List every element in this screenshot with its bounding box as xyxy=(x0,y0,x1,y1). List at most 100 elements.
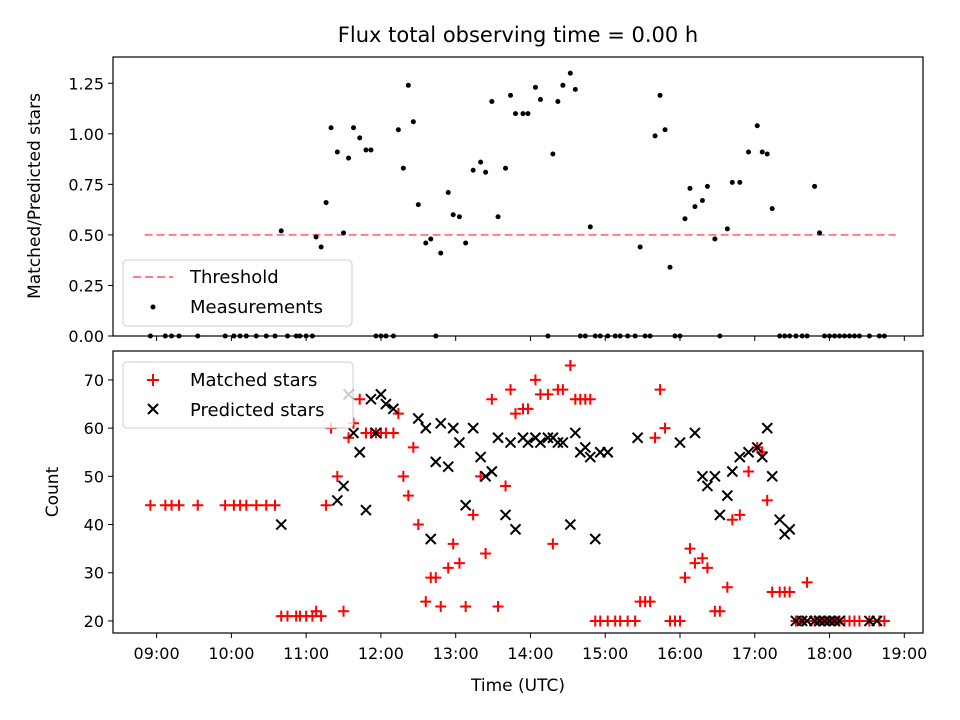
matched-stars-point xyxy=(331,470,343,482)
measurement-point xyxy=(812,183,818,189)
measurement-point xyxy=(764,151,770,157)
matched-stars-point xyxy=(689,557,701,569)
matched-stars-point xyxy=(557,384,569,396)
measurement-point xyxy=(513,111,519,117)
measurement-point xyxy=(729,179,735,185)
predicted-stars-point xyxy=(453,436,466,449)
predicted-stars-point xyxy=(756,451,768,463)
matched-stars-point xyxy=(467,509,479,521)
matched-stars-point xyxy=(480,547,492,559)
measurement-point xyxy=(318,244,324,250)
measurement-point xyxy=(438,250,444,256)
predicted-stars-point xyxy=(689,427,701,439)
predicted-stars-point xyxy=(331,494,344,507)
predicted-stars-point xyxy=(589,533,601,545)
matched-stars-point xyxy=(649,432,661,444)
top-chart-title: Flux total observing time = 0.00 h xyxy=(338,23,698,47)
measurement-point xyxy=(368,147,374,153)
bottom-x-tick-label: 18:00 xyxy=(806,644,852,663)
measurements-legend-label: Measurements xyxy=(190,297,323,318)
measurement-point xyxy=(567,70,573,76)
matched-stars-point xyxy=(430,572,442,584)
measurement-point xyxy=(704,183,710,189)
matched-stars-point xyxy=(714,605,726,617)
measurement-point xyxy=(495,214,501,220)
bottom-y-tick-label: 60 xyxy=(84,419,104,438)
measurement-point xyxy=(450,212,456,218)
measurement-point xyxy=(334,149,340,155)
predicted-stars-point xyxy=(370,427,382,439)
matched-stars-point xyxy=(726,514,738,526)
measurement-point xyxy=(445,189,451,195)
measurement-point xyxy=(537,96,543,102)
measurement-point xyxy=(712,236,718,242)
measurement-point xyxy=(662,127,668,133)
matched-stars-point xyxy=(402,490,414,502)
matched-stars-point xyxy=(801,576,813,588)
measurement-point xyxy=(470,167,476,173)
matched-stars-point xyxy=(564,359,576,371)
measurement-point xyxy=(754,123,760,129)
bottom-x-tick-label: 16:00 xyxy=(657,644,703,663)
matched-stars-point xyxy=(629,615,641,627)
top-y-tick-label: 1.00 xyxy=(68,125,104,144)
measurement-point xyxy=(699,198,705,204)
measurement-point xyxy=(423,240,429,246)
measurement-point xyxy=(323,200,329,206)
bottom-y-tick-label: 70 xyxy=(84,371,104,390)
predicted-stars-point xyxy=(430,456,442,468)
measurement-point xyxy=(746,149,752,155)
predicted-stars-point xyxy=(509,523,522,536)
matched-stars-point xyxy=(679,572,691,584)
top-plot-frame xyxy=(112,56,924,337)
top-y-tick-label: 0.00 xyxy=(68,327,104,346)
measurement-point xyxy=(637,244,643,250)
measurement-point xyxy=(550,151,556,157)
matched-stars-point xyxy=(492,600,504,612)
matched-stars-point xyxy=(173,499,185,511)
predicted-stars-point xyxy=(742,446,755,458)
measurement-point xyxy=(395,127,401,133)
predicted-stars-point xyxy=(584,451,596,463)
measurement-point xyxy=(478,159,484,165)
matched-stars-point xyxy=(315,610,327,622)
matched-stars-point xyxy=(338,605,350,617)
predicted-stars-point xyxy=(459,499,472,511)
predicted-stars-point xyxy=(564,518,577,531)
measurement-point xyxy=(503,165,509,171)
predicted-stars-point xyxy=(337,480,350,492)
matched-stars-point xyxy=(453,557,465,569)
top-y-axis-label: Matched/Predicted stars xyxy=(25,93,45,299)
top-y-tick-label: 0.50 xyxy=(68,226,104,245)
predicted-stars-point xyxy=(425,533,437,545)
measurement-point xyxy=(278,228,284,234)
matched-stars-point xyxy=(447,538,459,550)
measurement-point xyxy=(483,169,489,175)
predicted-stars-point xyxy=(714,509,726,521)
measurement-point xyxy=(667,264,673,270)
matched-stars-point xyxy=(659,422,671,434)
predicted-stars-point xyxy=(420,422,432,434)
predicted-stars-point xyxy=(761,422,773,434)
matched-stars-point xyxy=(674,615,686,627)
measurement-point xyxy=(737,179,743,185)
bottom-x-tick-label: 13:00 xyxy=(433,644,479,663)
predicted-stars-point xyxy=(467,422,479,434)
measurement-point xyxy=(351,125,357,131)
bottom-x-tick-label: 15:00 xyxy=(582,644,628,663)
measurement-point xyxy=(346,155,352,161)
predicted-stars-point xyxy=(721,489,734,502)
measurement-point xyxy=(759,149,765,155)
predicted-stars-point xyxy=(435,417,447,430)
predicted-stars-point xyxy=(504,436,517,449)
bottom-plot-marks xyxy=(144,359,890,627)
matched-stars-point xyxy=(701,562,713,574)
measurement-point xyxy=(313,234,319,240)
predicted-stars-legend-label: Predicted stars xyxy=(190,400,324,421)
matched-stars-point xyxy=(853,615,865,627)
measurement-point xyxy=(555,98,561,104)
matched-stars-point xyxy=(522,403,534,415)
measurement-point xyxy=(652,133,658,139)
matched-stars-point xyxy=(442,562,454,574)
